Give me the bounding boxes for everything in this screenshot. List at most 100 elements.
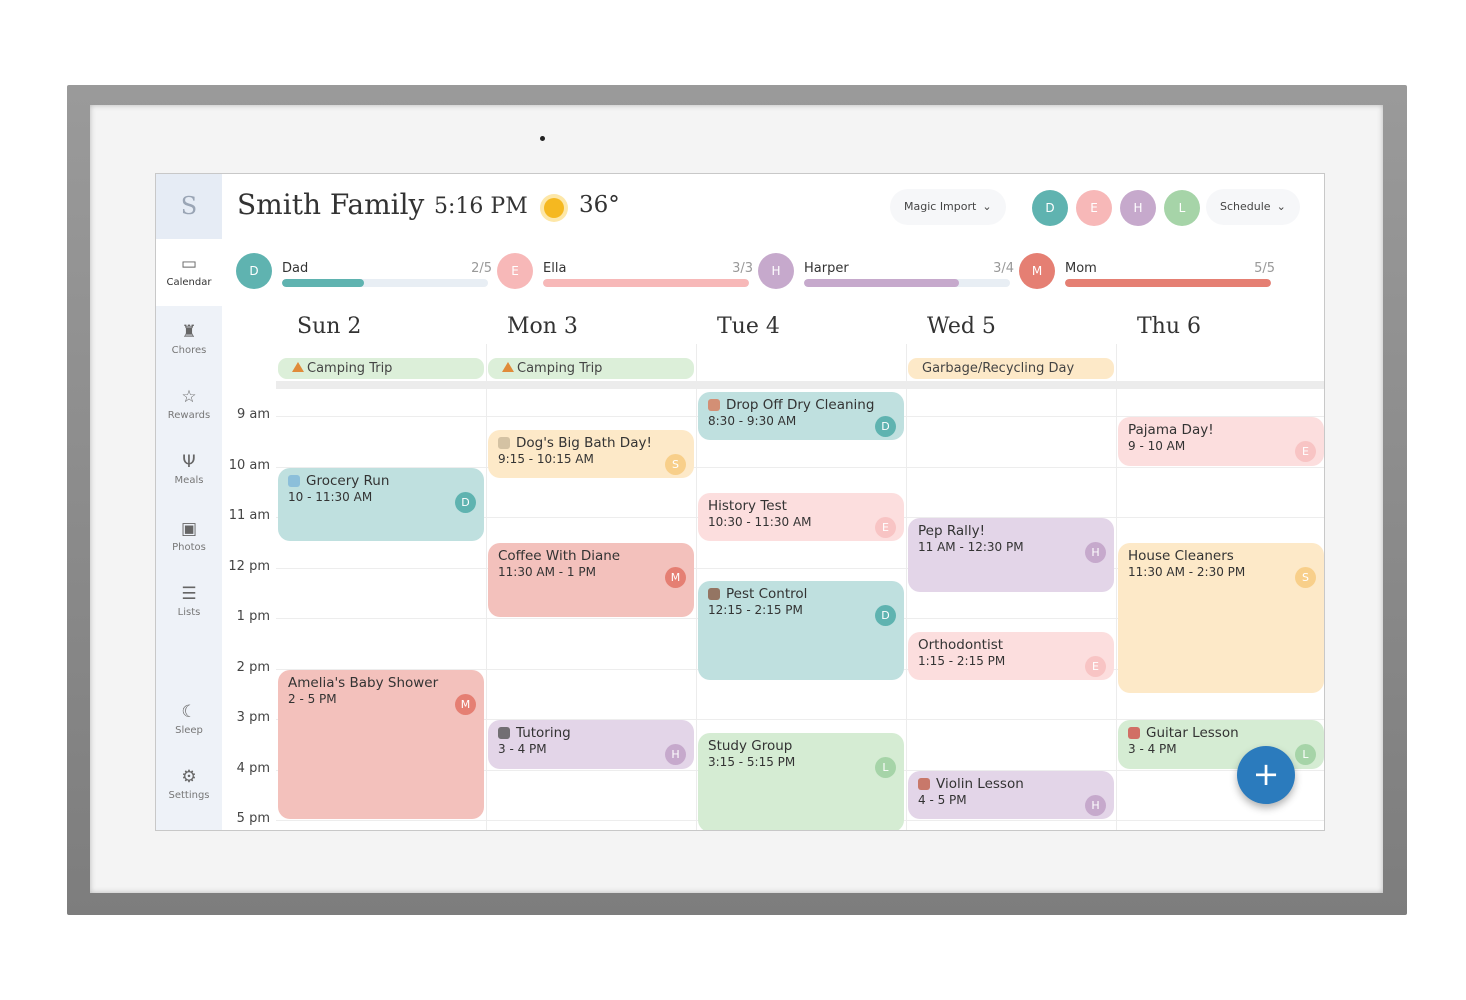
magic-import-button[interactable]: Magic Import ⌄ [890,189,1006,225]
event-title: Orthodontist [918,636,1004,653]
sidebar-item-label: Settings [168,790,210,801]
event-card[interactable]: Amelia's Baby Shower 2 - 5 PM M [278,669,484,819]
sidebar-item-label: Meals [174,475,204,486]
gear-icon: ⚙ [181,767,197,787]
progress-fill [804,279,959,287]
event-title-row: Guitar Lesson [1128,725,1314,741]
event-title-row: Tutoring [498,725,684,741]
event-title: Pajama Day! [1128,422,1214,438]
event-title-row: Study Group [708,738,894,754]
utensils-icon: Ψ [182,452,196,472]
event-card[interactable]: Tutoring 3 - 4 PM H [488,720,694,769]
member-name: Ella [543,261,567,276]
owner-badge: L [875,756,896,778]
member-avatar[interactable]: L [1164,190,1200,226]
add-event-button[interactable]: + [1237,746,1295,804]
event-title-row: Pajama Day! [1128,422,1314,438]
progress-bar [543,279,749,287]
sidebar-item-chores[interactable]: ♜ Chores [156,314,222,369]
event-card[interactable]: Drop Off Dry Cleaning 8:30 - 9:30 AM D [698,391,904,441]
event-title-row: Drop Off Dry Cleaning [708,397,894,413]
all-day-label: Camping Trip [517,361,603,376]
owner-badge: H [1085,542,1106,563]
chore-count: 3/4 [993,261,1014,276]
member-avatar[interactable]: H [1120,190,1156,226]
column-divider [486,344,487,830]
chore-count: 2/5 [471,261,492,276]
owner-badge: H [665,744,686,765]
member-progress[interactable]: M Mom 5/5 [1019,253,1275,291]
sun-icon [544,198,564,218]
hour-label: 4 pm [236,760,270,776]
event-title: Coffee With Diane [498,548,621,565]
avatar: H [758,253,794,289]
event-title-row: Violin Lesson [918,776,1104,792]
sidebar-item-lists[interactable]: ☰ Lists [156,576,222,631]
owner-badge: E [1295,441,1316,462]
event-card[interactable]: Grocery Run 10 - 11:30 AM D [278,467,484,542]
event-card[interactable]: Dog's Big Bath Day! 9:15 - 10:15 AM S [488,429,694,479]
all-day-event[interactable]: Camping Trip [278,358,484,379]
sidebar-item-rewards[interactable]: ☆ Rewards [156,379,222,434]
member-avatar[interactable]: D [1032,190,1068,226]
member-avatar[interactable]: E [1076,190,1112,226]
member-progress[interactable]: E Ella 3/3 [497,253,753,291]
event-card[interactable]: Orthodontist 1:15 - 2:15 PM E [908,631,1114,681]
tent-icon [292,362,304,372]
sidebar-item-settings[interactable]: ⚙ Settings [156,759,222,814]
event-time: 3 - 4 PM [1128,742,1177,756]
camera-dot [540,136,545,141]
hour-label: 5 pm [236,811,270,826]
hour-label: 3 pm [236,710,270,725]
column-divider [1116,344,1117,830]
member-name: Harper [804,261,849,276]
event-time: 9:15 - 10:15 AM [498,451,594,466]
hour-label: 10 am [228,457,270,473]
progress-fill [543,279,749,287]
event-time: 11 AM - 12:30 PM [918,540,1024,554]
event-card[interactable]: History Test 10:30 - 11:30 AM E [698,492,904,542]
event-card[interactable]: Coffee With Diane 11:30 AM - 1 PM M [488,543,694,617]
day-header: Mon 3 [507,314,578,339]
plus-icon: + [1252,755,1280,793]
event-title: Study Group [708,737,793,754]
event-title-row: Dog's Big Bath Day! [498,435,684,451]
all-day-event[interactable]: Camping Trip [488,358,694,379]
event-time: 11:30 AM - 2:30 PM [1128,565,1246,580]
schedule-dropdown[interactable]: Schedule ⌄ [1206,189,1300,225]
column-divider [696,344,697,830]
owner-badge: M [455,693,476,715]
sidebar-item-label: Calendar [166,277,212,288]
member-progress[interactable]: D Dad 2/5 [236,253,492,291]
event-time: 2 - 5 PM [288,691,337,706]
hour-label: 2 pm [236,659,270,675]
sidebar-item-photos[interactable]: ▣ Photos [156,511,222,566]
sidebar-item-label: Lists [177,607,201,618]
event-card[interactable]: Pep Rally! 11 AM - 12:30 PM H [908,518,1114,592]
avatar: E [497,253,533,289]
event-card[interactable]: House Cleaners 11:30 AM - 2:30 PM S [1118,543,1324,693]
event-title-row: House Cleaners [1128,548,1314,564]
event-card[interactable]: Pest Control 12:15 - 2:15 PM D [698,581,904,681]
event-time: 12:15 - 2:15 PM [708,603,803,618]
sidebar-item-label: Photos [172,542,206,553]
event-card[interactable]: Guitar Lesson 3 - 4 PM L [1118,720,1324,769]
sidebar: S ▭ Calendar ♜ Chores ☆ Rewards Ψ Meals ▣ Photos ☰… [156,174,222,830]
day-header: Tue 4 [717,314,780,339]
hour-line [276,719,1324,720]
event-time: 8:30 - 9:30 AM [708,413,797,428]
sidebar-item-meals[interactable]: Ψ Meals [156,444,222,499]
event-title: Pest Control [726,586,808,603]
event-card[interactable]: Pajama Day! 9 - 10 AM E [1118,417,1324,466]
event-card[interactable]: Study Group 3:15 - 5:15 PM L [698,732,904,830]
sidebar-item-calendar[interactable]: ▭ Calendar [156,239,222,306]
event-card[interactable]: Violin Lesson 4 - 5 PM H [908,770,1114,819]
owner-badge: S [665,453,686,475]
moon-icon: ☾ [181,702,197,722]
tent-icon [502,362,514,372]
member-progress[interactable]: H Harper 3/4 [758,253,1014,291]
all-day-event[interactable]: Garbage/Recycling Day [908,358,1114,379]
sidebar-item-sleep[interactable]: ☾ Sleep [156,694,222,749]
calendar-icon: ▭ [180,254,198,274]
photo-icon: ▣ [180,519,198,539]
